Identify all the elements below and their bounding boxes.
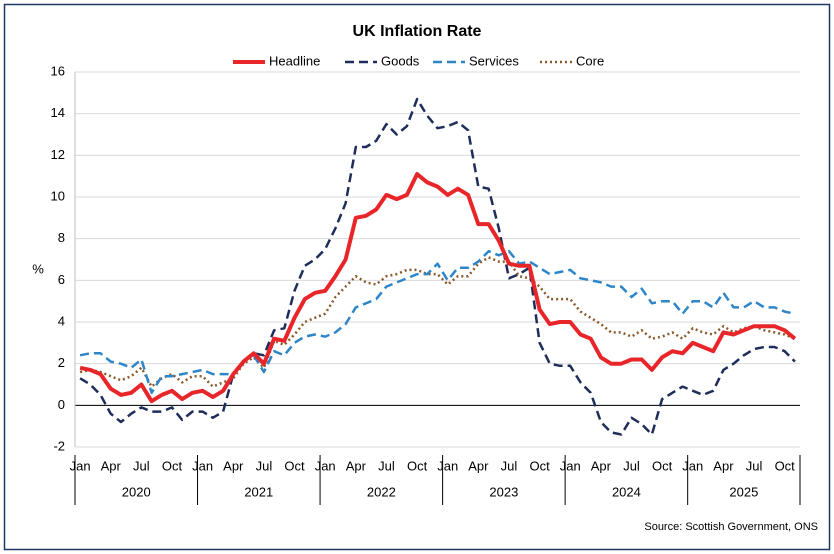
year-label: 2023 [489, 484, 518, 499]
year-label: 2021 [244, 484, 273, 499]
year-label: 2025 [729, 484, 758, 499]
y-tick-label: 8 [58, 230, 65, 245]
legend-label: Services [469, 53, 519, 68]
x-tick-label: Oct [775, 458, 796, 473]
legend-label: Goods [381, 53, 420, 68]
year-label: 2022 [367, 484, 396, 499]
y-tick-label: 14 [51, 105, 65, 120]
x-tick-label: Jan [70, 458, 91, 473]
y-axis-label: % [32, 261, 44, 276]
x-tick-label: Jan [192, 458, 213, 473]
x-tick-label: Apr [223, 458, 244, 473]
x-tick-label: Apr [346, 458, 367, 473]
x-tick-label: Jan [560, 458, 581, 473]
x-tick-label: Jul [501, 458, 518, 473]
x-tick-label: Jan [315, 458, 336, 473]
x-tick-label: Oct [652, 458, 673, 473]
x-tick-label: Jul [746, 458, 763, 473]
x-tick-label: Oct [407, 458, 428, 473]
legend-label: Core [576, 53, 604, 68]
series-line [79, 249, 796, 395]
x-tick-label: Jul [378, 458, 395, 473]
legend-label: Headline [269, 53, 320, 68]
source-note: Source: Scottish Government, ONS [644, 521, 818, 533]
x-tick-label: Apr [468, 458, 489, 473]
x-tick-label: Jul [256, 458, 273, 473]
year-label: 2024 [612, 484, 641, 499]
series-line [79, 172, 797, 404]
y-tick-label: 16 [51, 63, 65, 78]
x-tick-label: Apr [591, 458, 612, 473]
y-tick-label: -2 [53, 438, 65, 453]
y-tick-label: 10 [51, 188, 65, 203]
y-tick-label: 2 [58, 355, 65, 370]
x-tick-label: Oct [529, 458, 550, 473]
x-tick-label: Jul [623, 458, 640, 473]
x-tick-label: Oct [162, 458, 183, 473]
y-tick-label: 4 [58, 313, 65, 328]
x-tick-label: Apr [101, 458, 122, 473]
y-tick-label: 12 [51, 147, 65, 162]
x-tick-label: Apr [713, 458, 734, 473]
y-tick-label: 0 [58, 397, 65, 412]
y-tick-label: 6 [58, 272, 65, 287]
x-tick-label: Jul [133, 458, 150, 473]
x-tick-label: Jan [682, 458, 703, 473]
chart-title: UK Inflation Rate [353, 23, 482, 40]
series-line [79, 97, 796, 436]
x-tick-label: Jan [437, 458, 458, 473]
year-label: 2020 [122, 484, 151, 499]
x-tick-label: Oct [284, 458, 305, 473]
chart-frame [3, 3, 831, 551]
